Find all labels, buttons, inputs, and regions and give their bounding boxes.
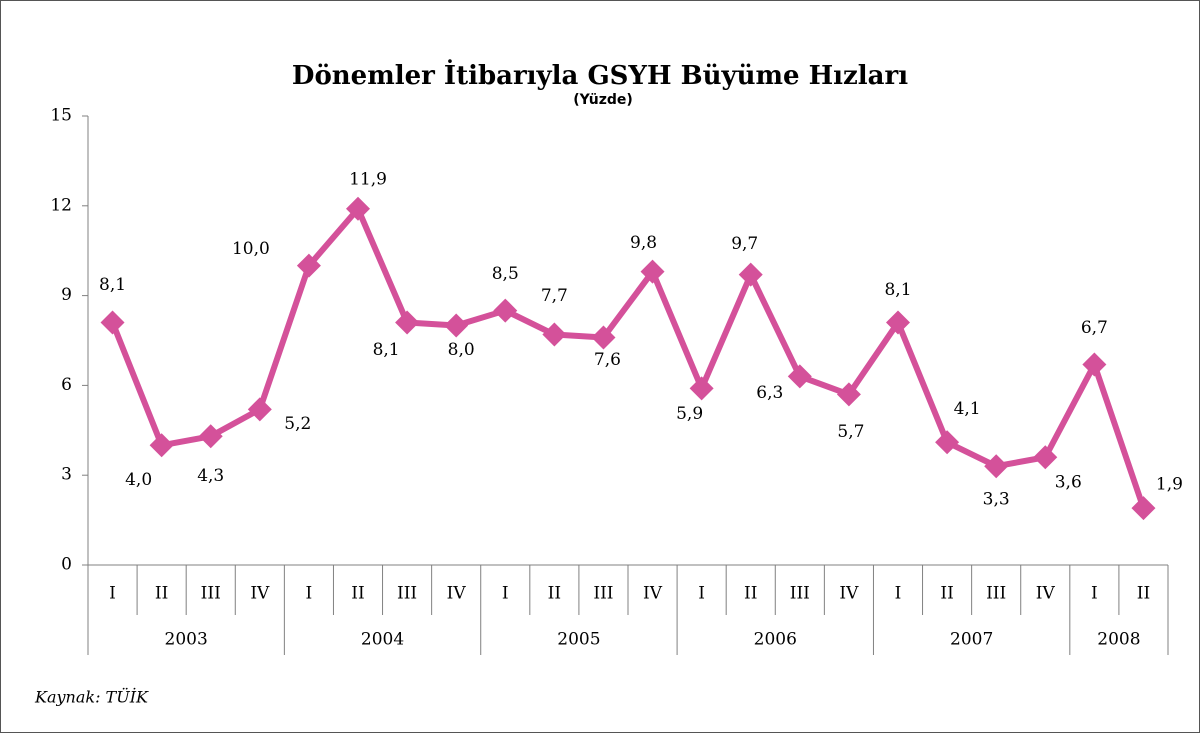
data-label: 6,7 [1081,318,1108,338]
x-tick-label: I [306,584,313,604]
data-point [493,298,518,323]
x-tick-label: IV [643,584,663,604]
data-point [1082,352,1107,377]
data-point [1033,445,1058,470]
source-note: Kaynak: TÜİK [34,687,149,707]
x-tick-label: II [940,584,953,604]
data-label: 9,7 [731,234,758,254]
data-label: 8,5 [492,264,519,284]
data-point [689,376,714,401]
data-point [886,310,910,335]
x-tick-label: IV [447,584,467,604]
data-point [395,310,420,335]
x-group-label: 2004 [361,630,404,650]
data-point [542,322,567,347]
data-label: 5,7 [837,422,864,442]
x-tick-label: III [986,584,1006,604]
x-group-label: 2008 [1097,630,1140,650]
data-label: 7,6 [594,350,621,370]
y-tick-label: 0 [61,555,72,575]
data-point [100,310,125,335]
data-point [984,454,1009,479]
x-group-label: 2003 [165,630,208,650]
data-point [738,262,763,287]
x-tick-label: II [744,584,757,604]
data-point [640,259,665,284]
data-label: 1,9 [1156,475,1183,495]
data-label: 9,8 [630,233,657,253]
data-label: 8,1 [373,340,400,360]
data-point [836,382,861,407]
data-label: 3,6 [1055,473,1082,493]
data-label: 8,1 [99,275,126,295]
data-point [787,364,812,389]
data-label: 5,2 [284,414,311,434]
x-tick-label: I [109,584,116,604]
data-label: 8,0 [448,340,475,360]
x-tick-label: III [201,584,221,604]
x-group-label: 2006 [754,630,797,650]
x-tick-label: IV [250,584,270,604]
data-label: 5,9 [676,404,703,424]
data-label: 6,3 [756,383,783,403]
data-label: 4,1 [954,399,981,419]
x-tick-label: II [1137,584,1150,604]
data-point [935,430,960,455]
x-tick-label: I [698,584,705,604]
x-tick-label: III [790,584,810,604]
data-point [296,253,321,278]
data-label: 10,0 [232,239,270,259]
x-group-label: 2005 [557,630,600,650]
x-tick-label: I [895,584,902,604]
data-point [149,433,174,458]
data-line [109,205,1147,510]
x-tick-label: IV [839,584,859,604]
data-point [1131,496,1156,521]
data-point [444,313,469,338]
x-tick-label: II [548,584,561,604]
y-tick-label: 6 [61,375,72,395]
chart-title: Dönemler İtibarıyla GSYH Büyüme Hızları [292,59,908,91]
x-tick-label: I [1091,584,1098,604]
x-tick-label: II [155,584,168,604]
data-label: 11,9 [349,169,387,189]
y-tick-label: 3 [61,465,72,485]
x-tick-label: I [502,584,509,604]
data-label: 8,1 [884,280,911,300]
data-point [247,397,272,422]
data-label: 7,7 [541,286,568,306]
data-label: 4,3 [197,466,224,486]
x-tick-label: IV [1036,584,1056,604]
data-label: 4,0 [125,470,152,490]
y-tick-label: 12 [50,195,72,215]
chart-subtitle: (Yüzde) [573,92,633,108]
data-label: 3,3 [983,490,1010,510]
y-tick-label: 9 [61,285,72,305]
data-point [346,196,370,221]
x-tick-label: II [351,584,364,604]
data-point [591,325,616,350]
x-tick-label: III [593,584,613,604]
y-tick-label: 15 [50,106,72,126]
x-tick-label: III [397,584,417,604]
x-group-label: 2007 [950,630,993,650]
data-point [198,424,223,449]
